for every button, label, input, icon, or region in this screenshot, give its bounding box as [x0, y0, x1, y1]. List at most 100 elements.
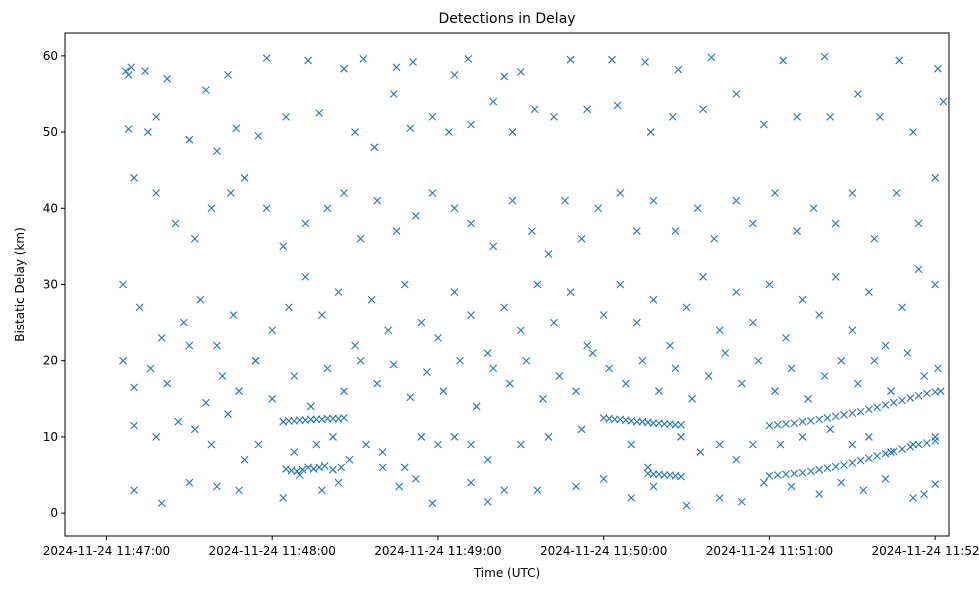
data-point: [831, 462, 840, 471]
data-point: [837, 356, 846, 365]
data-point: [544, 250, 553, 258]
data-point: [290, 372, 299, 380]
data-point: [141, 67, 150, 75]
data-point: [284, 303, 293, 312]
y-tick-label: 60: [43, 49, 58, 63]
data-point: [748, 219, 757, 228]
data-point: [119, 356, 127, 365]
data-point: [268, 326, 277, 335]
data-point: [815, 490, 824, 498]
data-point: [776, 440, 785, 449]
data-point: [550, 318, 558, 327]
data-point: [613, 101, 622, 110]
data-point: [539, 394, 547, 403]
data-point: [304, 463, 312, 472]
data-point: [820, 372, 829, 380]
data-point: [798, 417, 807, 426]
data-point: [240, 173, 249, 182]
data-point: [682, 303, 691, 312]
data-point: [873, 403, 882, 412]
data-point: [906, 442, 915, 451]
data-point: [856, 456, 865, 465]
data-point: [699, 105, 708, 114]
data-point: [732, 288, 741, 297]
data-point: [806, 417, 815, 425]
data-point: [323, 414, 332, 423]
data-point: [934, 364, 942, 373]
x-axis-label: Time (UTC): [473, 566, 540, 580]
data-point: [527, 227, 536, 236]
data-point: [306, 402, 315, 411]
data-point: [715, 326, 724, 335]
data-point: [323, 364, 332, 373]
data-point: [936, 387, 945, 396]
data-point: [201, 398, 210, 407]
data-point: [207, 440, 216, 449]
data-point: [715, 494, 724, 502]
data-point: [290, 448, 299, 457]
data-point: [649, 295, 658, 304]
data-point: [254, 440, 263, 449]
data-point: [632, 227, 641, 236]
data-point: [146, 364, 155, 373]
data-point: [201, 86, 210, 95]
data-point: [262, 204, 271, 213]
data-point: [914, 265, 923, 274]
data-point: [417, 433, 426, 441]
chart-title: Detections in Delay: [438, 11, 575, 27]
data-point: [340, 64, 348, 73]
data-point: [671, 420, 680, 429]
data-point: [848, 458, 857, 467]
data-point: [671, 364, 680, 373]
data-point: [179, 318, 188, 327]
data-point: [732, 455, 741, 464]
data-point: [765, 280, 774, 289]
data-point: [392, 227, 401, 236]
data-point: [599, 474, 608, 483]
data-point: [213, 147, 221, 156]
data-point: [163, 379, 172, 388]
data-point: [143, 128, 152, 136]
data-point: [373, 379, 382, 388]
data-point: [295, 471, 304, 479]
data-point: [815, 311, 824, 319]
data-point: [682, 501, 691, 510]
data-point: [848, 326, 857, 335]
data-point: [790, 469, 799, 478]
data-point: [395, 482, 404, 491]
x-tick-label: 2024-11-24 11:50:00: [540, 544, 667, 558]
data-point: [309, 465, 318, 473]
y-tick-label: 50: [43, 125, 58, 139]
y-tick-label: 30: [43, 278, 58, 292]
data-point: [152, 112, 161, 121]
data-point: [853, 90, 862, 98]
data-point: [588, 349, 597, 357]
y-axis-label: Bistatic Delay (km): [13, 227, 27, 342]
data-point: [920, 372, 929, 380]
data-point: [677, 420, 685, 429]
data-point: [295, 416, 304, 425]
data-point: [621, 379, 630, 388]
data-point: [279, 494, 288, 502]
data-point: [434, 440, 442, 449]
data-point: [505, 379, 514, 388]
data-point: [262, 54, 271, 63]
data-point: [771, 387, 779, 396]
data-point: [312, 415, 321, 424]
data-point: [378, 463, 387, 472]
data-point: [903, 349, 912, 357]
data-point: [840, 461, 848, 470]
y-tick-label: 0: [50, 506, 58, 520]
x-tick-label: 2024-11-24 11:48:00: [208, 544, 335, 558]
data-point: [643, 463, 652, 472]
data-point: [254, 131, 263, 140]
data-point: [765, 421, 774, 430]
data-point: [632, 318, 641, 327]
data-point: [312, 440, 321, 449]
data-point: [489, 97, 498, 106]
data-point: [483, 455, 492, 464]
data-point: [516, 326, 525, 335]
data-point: [213, 482, 221, 491]
data-point: [428, 112, 437, 121]
data-point: [864, 433, 873, 441]
